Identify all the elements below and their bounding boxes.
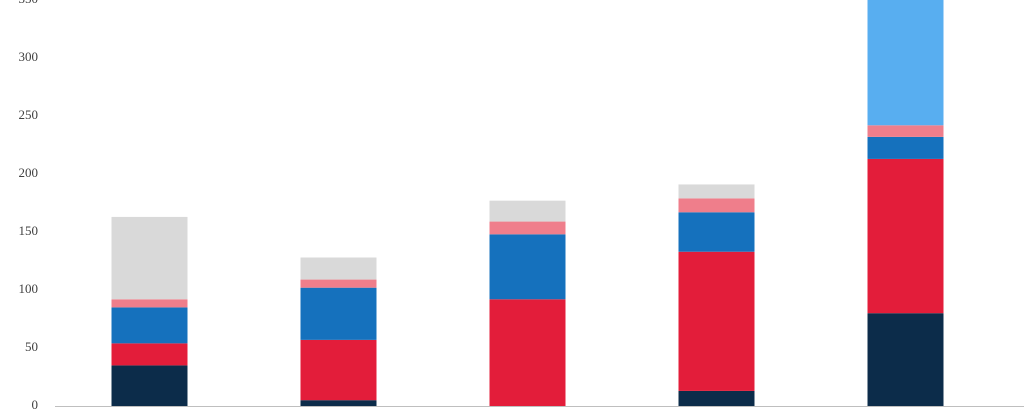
bar-segment [111, 216, 188, 300]
bar-segment [111, 299, 188, 308]
bar-segment [678, 390, 755, 406]
bar-segment [867, 125, 944, 137]
bar-segment [111, 365, 188, 406]
y-tick-label: 50 [25, 339, 38, 354]
y-tick-label: 150 [19, 223, 39, 238]
y-tick-label: 0 [32, 397, 39, 412]
bar-segment [867, 136, 944, 159]
bar-segment [111, 307, 188, 344]
bar-segment [300, 287, 377, 340]
bar-segment [300, 257, 377, 280]
bar-segment [489, 200, 566, 222]
bar-segment [489, 299, 566, 406]
bar-segment [489, 221, 566, 235]
bar-segment [678, 184, 755, 199]
bar-segment [489, 234, 566, 300]
bar-segment [111, 343, 188, 366]
bar-segment [867, 313, 944, 406]
bar-segment [300, 339, 377, 401]
bar-segment [867, 158, 944, 314]
y-tick-label: 350 [19, 0, 39, 6]
bar-segment [300, 400, 377, 406]
bar-segment [678, 212, 755, 252]
y-tick-label: 100 [19, 281, 39, 296]
y-tick-label: 250 [19, 107, 39, 122]
y-tick-label: 300 [19, 49, 39, 64]
bar-segment [867, 0, 944, 126]
bar-segment [678, 251, 755, 391]
bar-segment [300, 279, 377, 288]
bar-segment [678, 198, 755, 213]
y-tick-label: 200 [19, 165, 39, 180]
